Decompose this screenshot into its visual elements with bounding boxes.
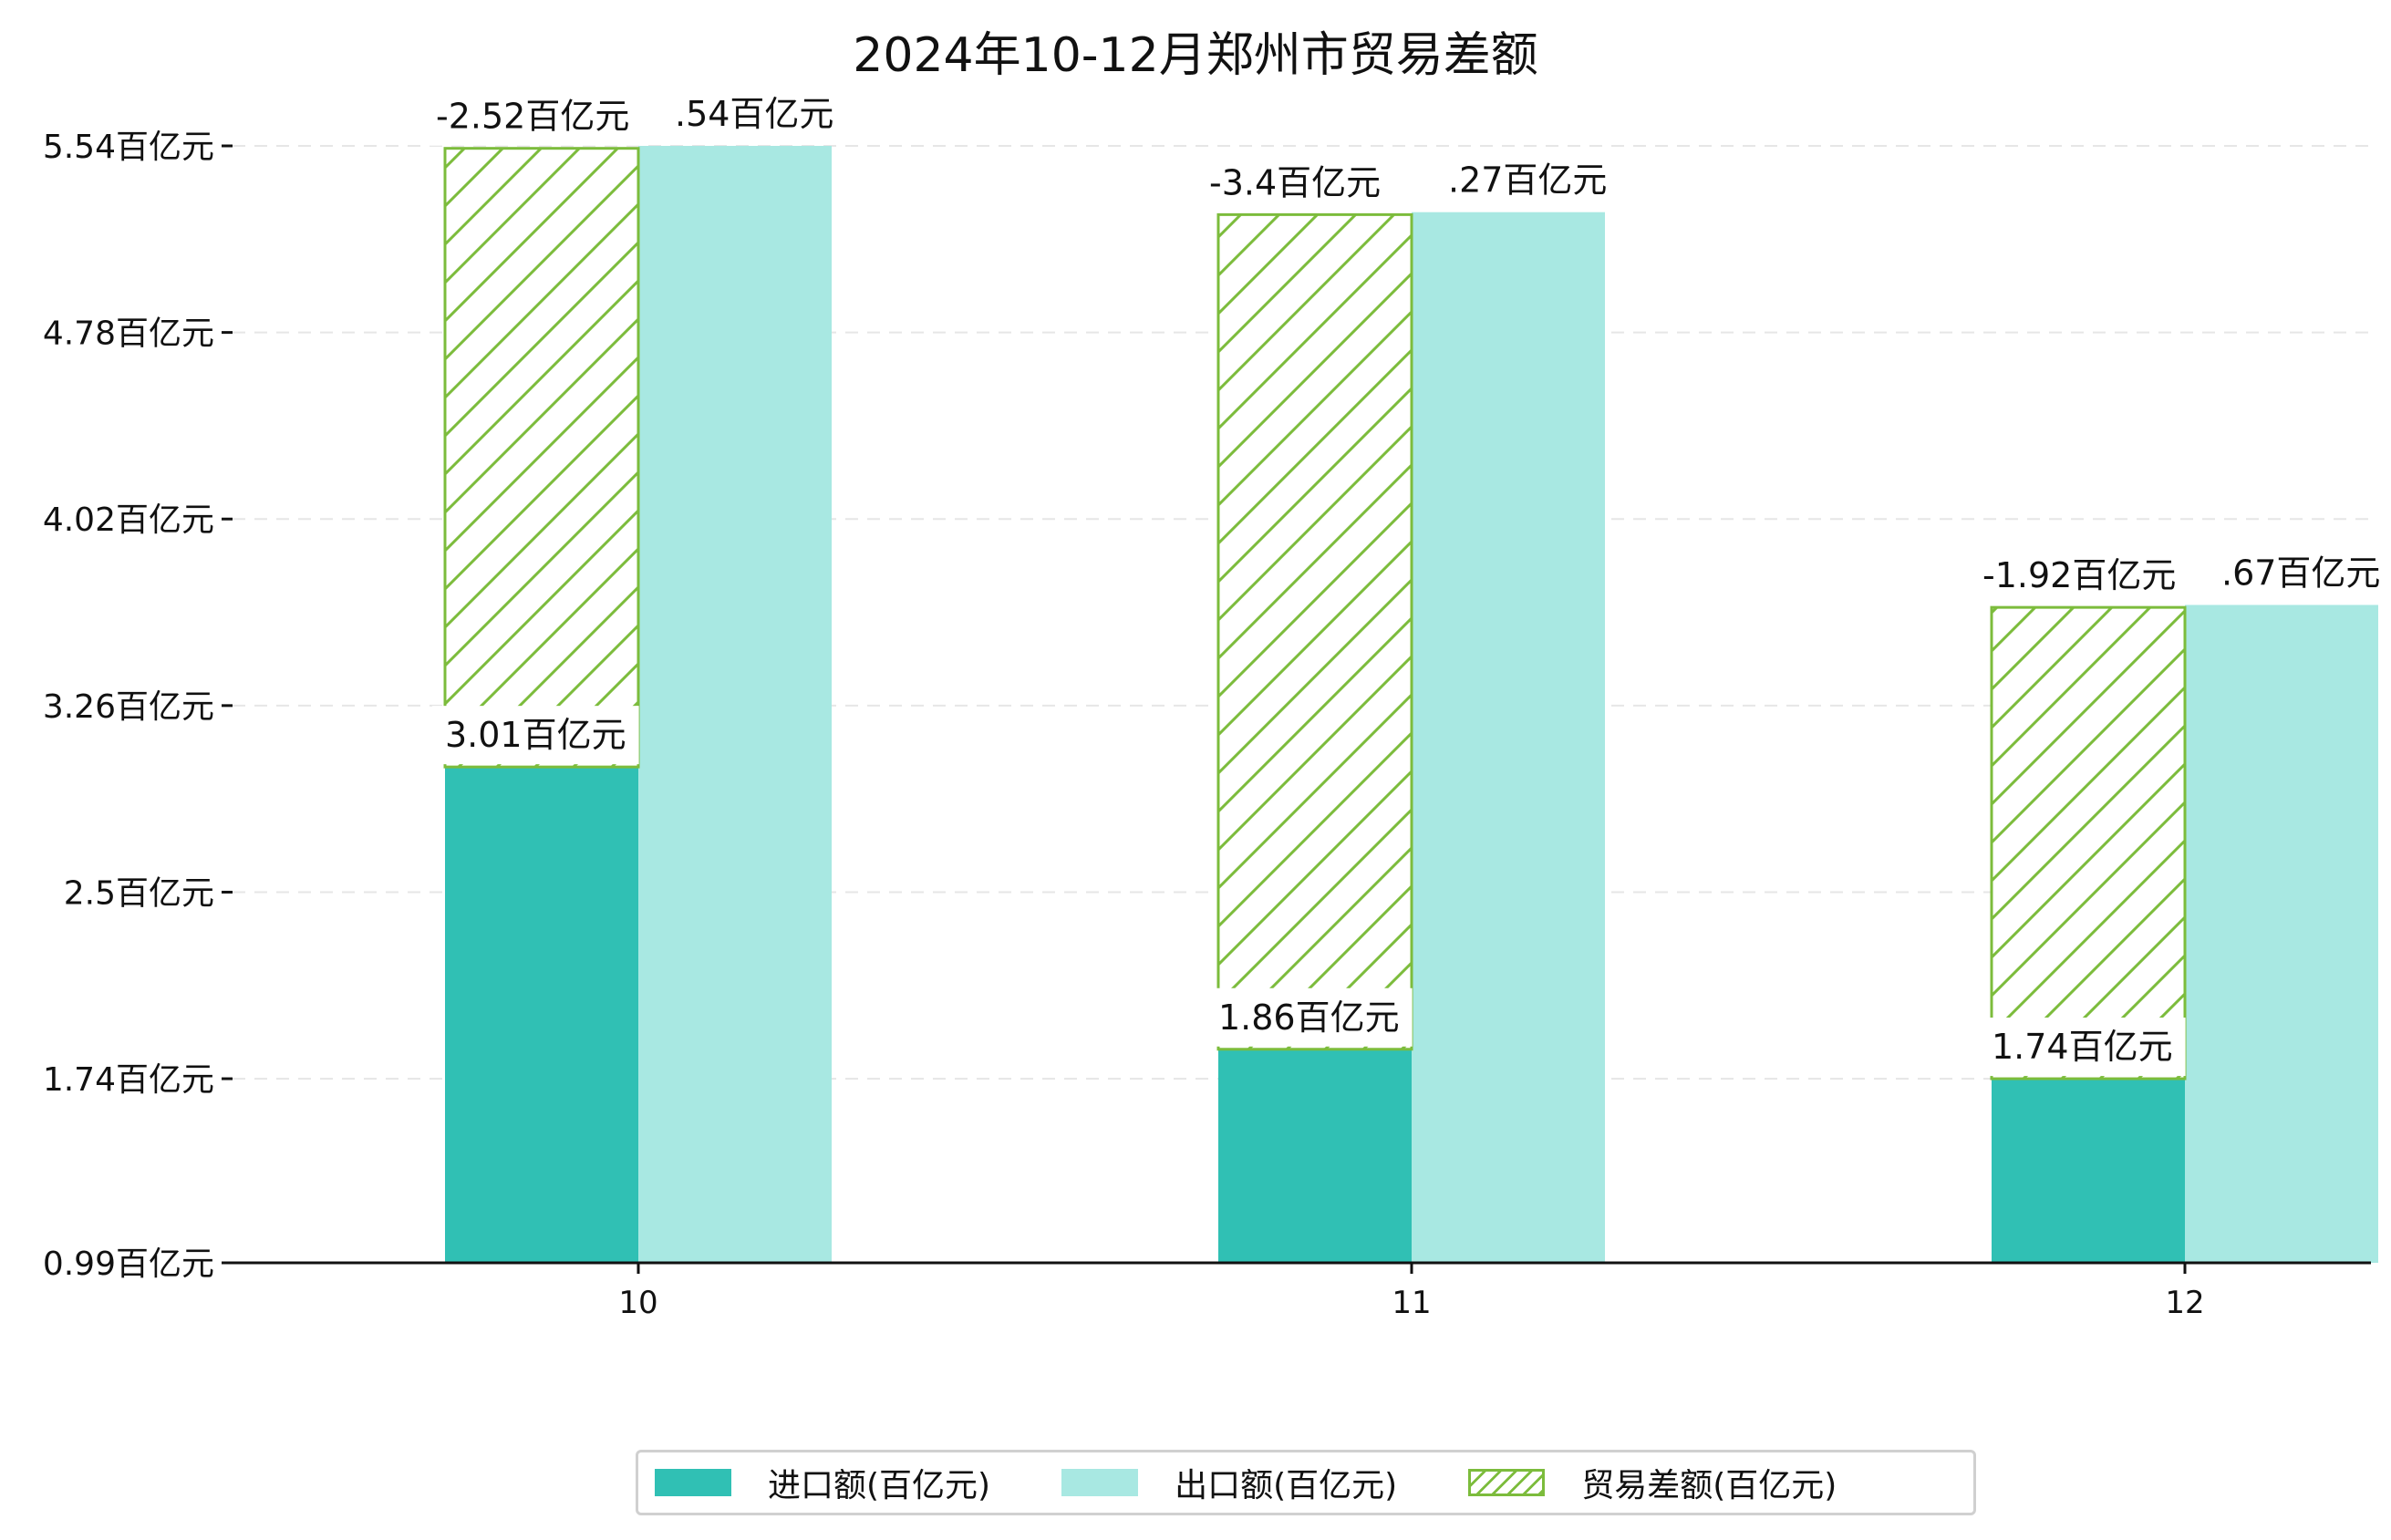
y-tick-label: 0.99百亿元 — [43, 1245, 214, 1283]
data-label: 3.01百亿元 — [445, 715, 626, 755]
y-tick-label: 1.74百亿元 — [43, 1061, 214, 1099]
legend-item-export: 出口额(百亿元) — [1061, 1459, 1397, 1506]
data-label-background — [1970, 546, 2189, 605]
x-tick-label: 10 — [618, 1285, 657, 1321]
x-tick-label: 11 — [1392, 1285, 1431, 1321]
data-labels: .54百亿元 .27百亿元 .67百亿元 3.01百亿元 -2.52百亿元 1.86百亿元… — [423, 85, 2391, 1077]
data-label-background — [1435, 150, 1620, 210]
bar-export — [2185, 605, 2378, 1263]
bar-import — [1218, 1049, 1412, 1263]
bar-balance — [443, 147, 640, 769]
data-label: -3.4百亿元 — [1209, 162, 1381, 202]
data-label-background — [1979, 1018, 2186, 1077]
data-label-background — [662, 85, 847, 143]
data-label-background — [1206, 987, 1413, 1047]
y-tick-label: 2.5百亿元 — [64, 874, 214, 912]
legend-item-import: 进口额(百亿元) — [655, 1459, 990, 1506]
legend: 进口额(百亿元) 出口额(百亿元) 贸易差额(百亿元) — [636, 1450, 1976, 1515]
data-label-background — [432, 706, 639, 765]
data-label-background — [2209, 543, 2391, 603]
y-tick-label: 4.02百亿元 — [43, 501, 214, 539]
data-label: .67百亿元 — [2221, 553, 2380, 593]
legend-label-balance: 贸易差额(百亿元) — [1581, 1467, 1837, 1504]
bar-export — [1412, 212, 1605, 1264]
y-tick-label: 4.78百亿元 — [43, 315, 214, 353]
bar-balance — [1990, 605, 2187, 1080]
bar-import — [445, 767, 638, 1263]
legend-label-import: 进口额(百亿元) — [768, 1467, 991, 1504]
chart-title: 2024年10-12月郑州市贸易差额 — [853, 28, 1538, 83]
data-label-background — [423, 87, 643, 146]
legend-swatch-export — [1061, 1469, 1139, 1496]
data-label: .54百亿元 — [675, 94, 833, 134]
x-tick-label: 12 — [2165, 1285, 2204, 1321]
data-label: .27百亿元 — [1448, 160, 1607, 201]
y-tick-label: 3.26百亿元 — [43, 688, 214, 726]
data-label-background — [1196, 153, 1394, 212]
bar-import — [1992, 1079, 2185, 1263]
bar-export — [638, 146, 832, 1263]
axes: 0.99百亿元 1.74百亿元 2.5百亿元 3.26百亿元 4.02百亿元 4.78百亿… — [43, 129, 2371, 1321]
legend-item-balance: 贸易差额(百亿元) — [1468, 1459, 1837, 1506]
bar-balance — [1216, 212, 1413, 1051]
legend-label-export: 出口额(百亿元) — [1175, 1467, 1398, 1504]
legend-swatch-balance — [1468, 1469, 1546, 1496]
bars — [443, 146, 2378, 1264]
data-label: -2.52百亿元 — [436, 97, 629, 137]
legend-swatch-import — [655, 1469, 731, 1496]
data-label: -1.92百亿元 — [1982, 555, 2176, 595]
data-label: 1.86百亿元 — [1218, 997, 1400, 1038]
y-tick-label: 5.54百亿元 — [43, 129, 214, 166]
data-label: 1.74百亿元 — [1992, 1027, 2173, 1067]
